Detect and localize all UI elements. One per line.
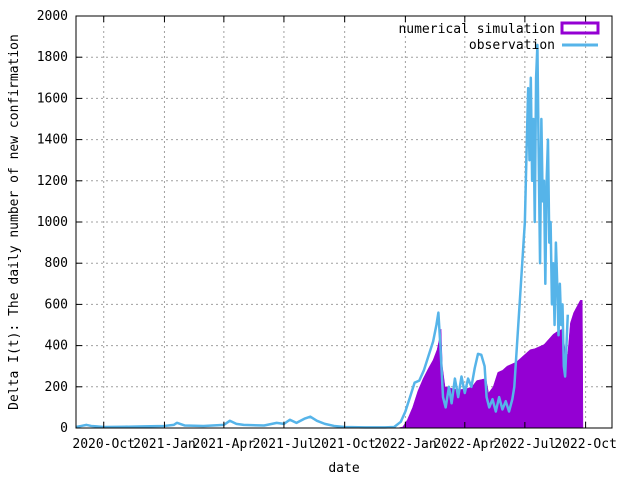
x-tick-label: 2021-Jan — [133, 437, 196, 452]
y-tick-label: 1600 — [37, 91, 68, 106]
y-tick-label: 600 — [45, 297, 68, 312]
observation-polyline — [75, 43, 570, 429]
x-tick-label: 2022-Oct — [554, 437, 617, 452]
x-tick-label: 2022-Jul — [494, 437, 557, 452]
y-tick-label: 800 — [45, 256, 68, 271]
y-tick-label: 200 — [45, 380, 68, 395]
y-axis-title: Delta I(t): The daily number of new conf… — [7, 34, 22, 410]
x-axis-title: date — [328, 461, 359, 476]
axis-ticks: 0 200 400 600 800 1000 1200 1400 1600 1800 2000 202… — [37, 9, 617, 452]
legend-swatch-simulation — [560, 21, 600, 35]
legend-label-simulation: numerical simulation — [398, 22, 555, 37]
observation-line — [75, 43, 570, 429]
x-tick-label: 2022-Apr — [433, 437, 496, 452]
x-tick-label: 2021-Oct — [313, 437, 376, 452]
legend-label-observation: observation — [469, 38, 555, 53]
x-tick-label: 2020-Oct — [72, 437, 135, 452]
y-tick-label: 1400 — [37, 133, 68, 148]
x-tick-label: 2022-Jan — [374, 437, 437, 452]
y-tick-label: 1800 — [37, 50, 68, 65]
x-tick-label: 2021-Jul — [253, 437, 316, 452]
y-tick-label: 1200 — [37, 174, 68, 189]
y-tick-label: 2000 — [37, 9, 68, 24]
y-tick-label: 0 — [60, 421, 68, 436]
y-tick-label: 400 — [45, 339, 68, 354]
y-tick-label: 1000 — [37, 215, 68, 230]
x-tick-label: 2021-Apr — [193, 437, 256, 452]
